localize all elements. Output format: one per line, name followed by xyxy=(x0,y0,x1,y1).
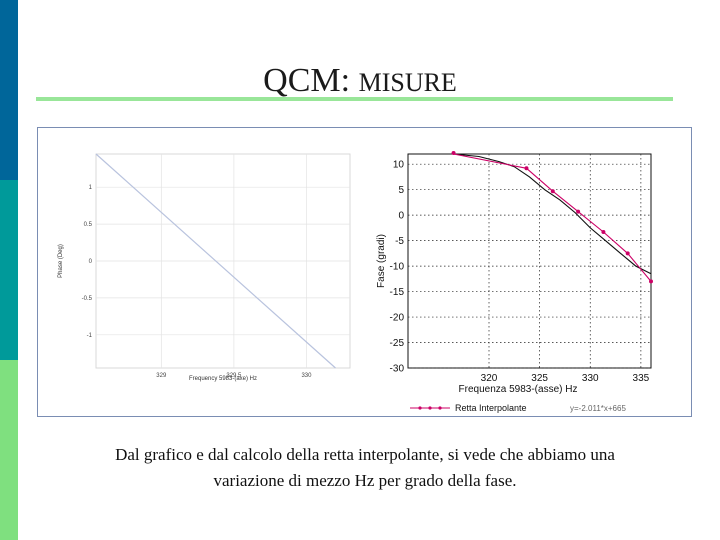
y-tick-label: 5 xyxy=(398,185,404,196)
legend-marker xyxy=(428,406,432,410)
slide-caption: Dal grafico e dal calcolo della retta in… xyxy=(40,442,690,494)
data-point xyxy=(649,279,653,284)
series-line xyxy=(95,153,336,369)
y-tick-label: -15 xyxy=(390,287,405,298)
y-tick-label: -30 xyxy=(390,363,405,374)
series-line xyxy=(453,153,652,275)
slide-title-sub: MISURE xyxy=(358,68,457,97)
data-point xyxy=(576,209,581,214)
y-tick-label: -5 xyxy=(395,236,404,247)
chart-right-plot-area xyxy=(407,153,652,369)
y-tick-label: 0 xyxy=(89,259,93,265)
chart-right-ylabel: Fase (gradi) xyxy=(376,234,387,288)
x-tick-label: 330 xyxy=(301,373,312,379)
accent-bar-top xyxy=(0,0,18,180)
y-tick-label: -1 xyxy=(87,333,93,339)
y-tick-label: -20 xyxy=(390,312,405,323)
title-underline xyxy=(36,97,673,101)
y-tick-label: 0 xyxy=(398,210,404,221)
data-point xyxy=(625,251,630,256)
data-point xyxy=(550,189,555,194)
chart-left-xlabel: Frequency 5983-(axe) Hz xyxy=(189,376,257,382)
slide-title: QCM: MISURE xyxy=(0,62,720,100)
data-point xyxy=(601,229,606,234)
legend-marker xyxy=(418,406,422,410)
accent-bar-bottom xyxy=(0,360,18,540)
x-tick-label: 330 xyxy=(582,373,599,384)
x-tick-label: 329.5 xyxy=(226,373,242,379)
slide-title-main: QCM: xyxy=(263,62,351,99)
chart-left: 1 0.5 0 -0.5 -1 329 329.5 330 Phase (Deg) Freq… xyxy=(58,153,351,382)
chart-right-xlabel: Frequenza 5983-(asse) Hz xyxy=(459,384,578,395)
y-tick-label: 0.5 xyxy=(84,222,93,228)
y-tick-label: 10 xyxy=(393,160,405,171)
chart-left-ylabel: Phase (Deg) xyxy=(58,244,64,278)
y-tick-label: -0.5 xyxy=(82,296,93,302)
y-tick-label: -25 xyxy=(390,338,405,349)
legend-marker xyxy=(438,406,442,410)
data-point xyxy=(451,150,456,155)
x-tick-label: 335 xyxy=(633,373,650,384)
caption-line-1: Dal grafico e dal calcolo della retta in… xyxy=(115,445,615,464)
figure-canvas: 1 0.5 0 -0.5 -1 329 329.5 330 Phase (Deg) Freq… xyxy=(58,150,653,413)
caption-line-2: variazione di mezzo Hz per grado della f… xyxy=(213,471,517,490)
figure-frame: 1 0.5 0 -0.5 -1 329 329.5 330 Phase (Deg) Freq… xyxy=(37,127,692,417)
x-tick-label: 329 xyxy=(156,373,167,379)
data-point xyxy=(524,166,529,171)
legend-label: Retta Interpolante xyxy=(455,403,527,413)
chart-right-legend: Retta Interpolante y=-2.011*x+665 xyxy=(410,403,626,413)
x-tick-label: 320 xyxy=(481,373,498,384)
y-tick-label: -10 xyxy=(390,261,405,272)
legend-equation: y=-2.011*x+665 xyxy=(570,404,626,413)
accent-bar-middle xyxy=(0,180,18,360)
chart-right: 10 5 0 -5 -10 -15 -20 -25 -30 320 325 330 335 Fase … xyxy=(376,150,653,413)
x-tick-label: 325 xyxy=(531,373,548,384)
y-tick-label: 1 xyxy=(89,185,93,191)
